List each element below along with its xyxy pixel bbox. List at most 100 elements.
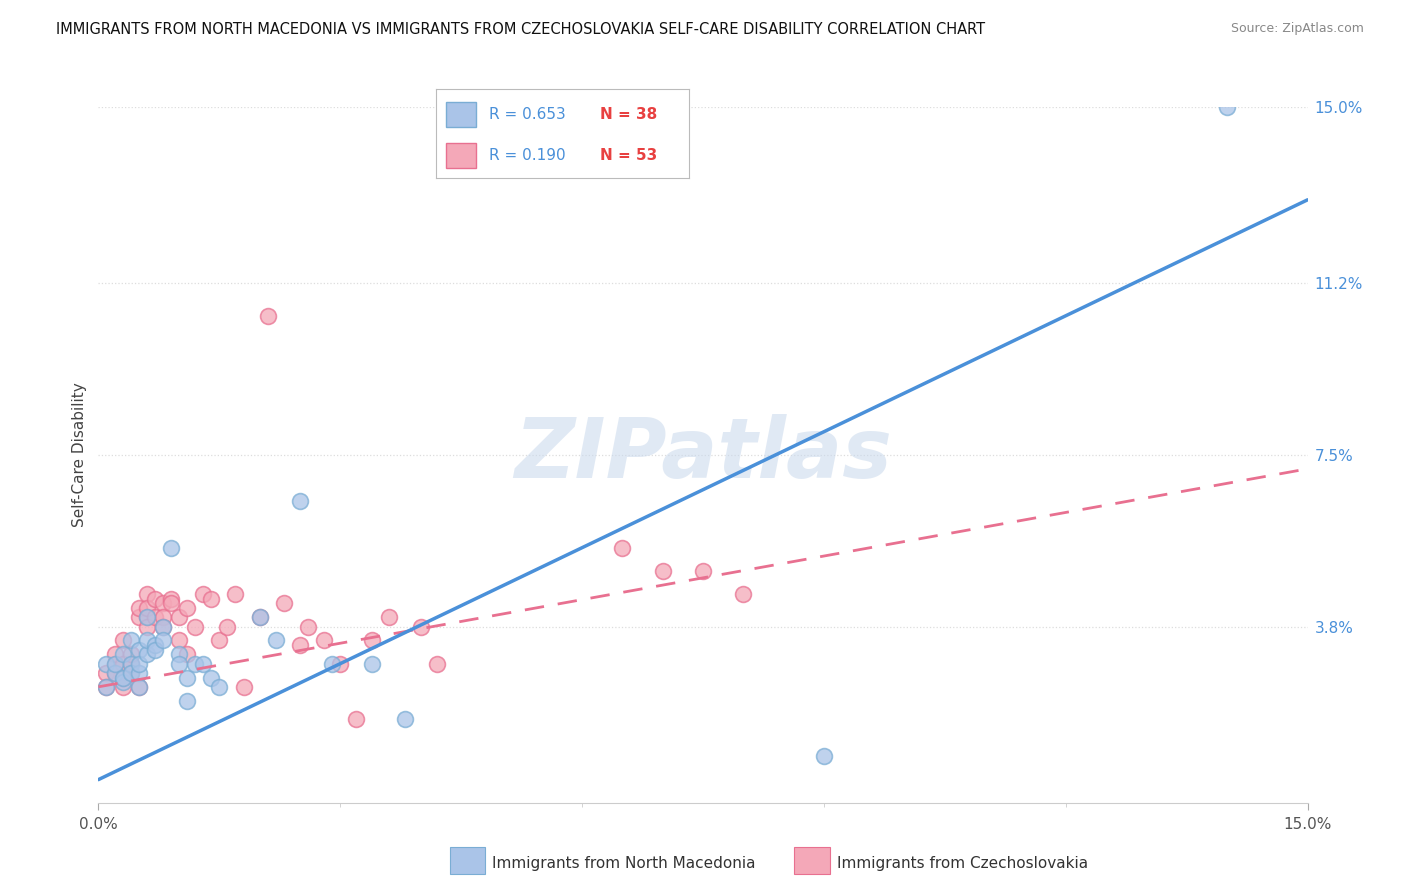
Point xyxy=(111,671,134,685)
Point xyxy=(160,541,183,555)
Point xyxy=(361,633,384,648)
Point xyxy=(128,601,150,615)
Point xyxy=(128,680,150,694)
Point xyxy=(135,610,157,624)
Point xyxy=(103,657,125,671)
Point xyxy=(208,633,231,648)
Point xyxy=(297,619,319,633)
Point xyxy=(160,591,183,606)
Point xyxy=(96,657,118,671)
Point xyxy=(103,665,125,680)
Point xyxy=(152,633,174,648)
Point xyxy=(135,610,157,624)
Point xyxy=(249,610,271,624)
Point xyxy=(200,671,222,685)
Point xyxy=(176,671,198,685)
Point xyxy=(361,657,384,671)
Point xyxy=(128,610,150,624)
Point xyxy=(394,712,416,726)
Point xyxy=(160,596,183,610)
Point xyxy=(111,675,134,690)
Point xyxy=(426,657,449,671)
Point xyxy=(1216,100,1239,114)
Point xyxy=(167,648,190,662)
Point xyxy=(273,596,295,610)
Point xyxy=(135,619,157,633)
Text: R = 0.653: R = 0.653 xyxy=(489,107,565,121)
Point xyxy=(103,648,125,662)
Point xyxy=(249,610,271,624)
Point xyxy=(344,712,367,726)
Point xyxy=(217,619,239,633)
Point xyxy=(143,638,166,652)
Point xyxy=(143,642,166,657)
Point xyxy=(329,657,352,671)
Point xyxy=(314,633,336,648)
Point xyxy=(152,619,174,633)
Point xyxy=(256,309,278,323)
Y-axis label: Self-Care Disability: Self-Care Disability xyxy=(72,383,87,527)
Text: Immigrants from Czechoslovakia: Immigrants from Czechoslovakia xyxy=(837,856,1088,871)
Point xyxy=(128,665,150,680)
Point xyxy=(184,657,207,671)
Bar xyxy=(446,143,477,168)
Point xyxy=(96,680,118,694)
Point xyxy=(135,648,157,662)
Text: Source: ZipAtlas.com: Source: ZipAtlas.com xyxy=(1230,22,1364,36)
Point xyxy=(120,657,142,671)
Point xyxy=(120,665,142,680)
Point xyxy=(224,587,246,601)
Point xyxy=(128,680,150,694)
Point xyxy=(264,633,287,648)
Point xyxy=(692,564,714,578)
Point xyxy=(111,648,134,662)
Point xyxy=(288,494,311,508)
Point xyxy=(733,587,755,601)
Point xyxy=(111,657,134,671)
Point xyxy=(813,749,835,764)
Point xyxy=(321,657,343,671)
Text: N = 38: N = 38 xyxy=(600,107,658,121)
Text: N = 53: N = 53 xyxy=(600,148,658,162)
Point xyxy=(167,610,190,624)
Point xyxy=(103,665,125,680)
Point xyxy=(135,633,157,648)
Text: R = 0.190: R = 0.190 xyxy=(489,148,565,162)
Text: Immigrants from North Macedonia: Immigrants from North Macedonia xyxy=(492,856,755,871)
Point xyxy=(184,619,207,633)
Point xyxy=(120,633,142,648)
Point xyxy=(143,610,166,624)
Point xyxy=(120,665,142,680)
Point xyxy=(176,601,198,615)
Point xyxy=(208,680,231,694)
Text: IMMIGRANTS FROM NORTH MACEDONIA VS IMMIGRANTS FROM CZECHOSLOVAKIA SELF-CARE DISA: IMMIGRANTS FROM NORTH MACEDONIA VS IMMIG… xyxy=(56,22,986,37)
Point xyxy=(135,587,157,601)
Point xyxy=(193,657,215,671)
Point xyxy=(167,633,190,648)
Point xyxy=(152,596,174,610)
Point xyxy=(135,601,157,615)
Point xyxy=(143,591,166,606)
Point xyxy=(232,680,254,694)
Point xyxy=(128,642,150,657)
Point xyxy=(176,648,198,662)
Point xyxy=(612,541,634,555)
Point xyxy=(120,648,142,662)
Point xyxy=(111,633,134,648)
Point xyxy=(377,610,399,624)
Point xyxy=(167,657,190,671)
Point xyxy=(111,671,134,685)
Bar xyxy=(446,102,477,127)
Point xyxy=(200,591,222,606)
Point xyxy=(176,694,198,708)
Point xyxy=(409,619,432,633)
Text: ZIPatlas: ZIPatlas xyxy=(515,415,891,495)
Point xyxy=(193,587,215,601)
Point xyxy=(152,610,174,624)
Point xyxy=(128,657,150,671)
Point xyxy=(96,665,118,680)
Point xyxy=(288,638,311,652)
Point xyxy=(120,657,142,671)
Point xyxy=(96,680,118,694)
Point xyxy=(651,564,673,578)
